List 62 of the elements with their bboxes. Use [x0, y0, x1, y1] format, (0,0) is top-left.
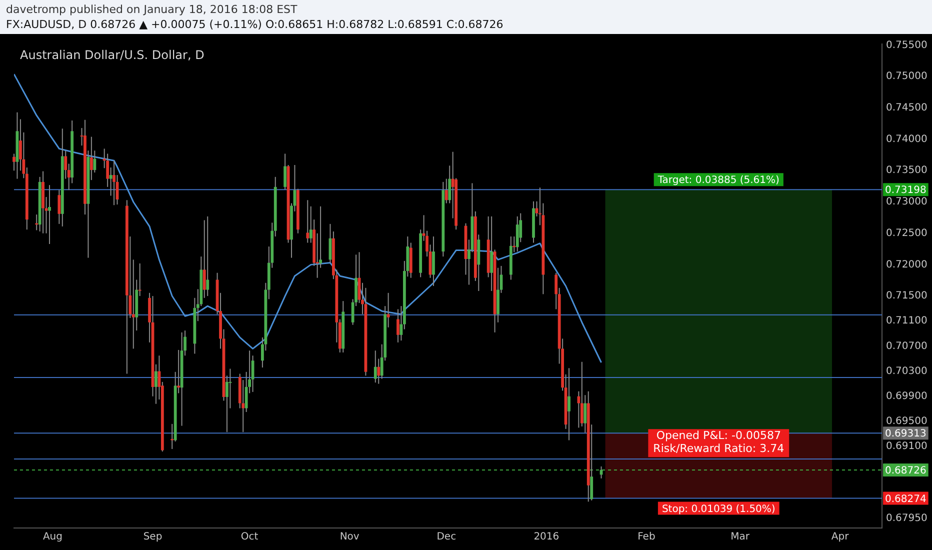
y-tick-label: 0.70700 [886, 340, 928, 352]
chart-subtitle: FX:AUDUSD, D 0.68726 ▲ +0.00075 (+0.11%) O:0.68651 H:0.68782 L:0.68591 C:0.68726 [6, 17, 504, 32]
annotation: Opened P&L: -0.00587 [656, 429, 781, 442]
x-tick-label: Aug [42, 532, 62, 543]
y-tick-label: 0.72000 [886, 259, 928, 270]
y-tick-label: 0.70300 [886, 366, 928, 377]
band-label: Target: 0.03885 (5.61%) [656, 175, 780, 186]
x-tick-label: Sep [143, 532, 162, 543]
candlestick [568, 368, 570, 441]
y-tick-label: 0.67950 [886, 513, 928, 524]
candlestick [12, 153, 16, 172]
x-tick-label: 2016 [534, 532, 560, 543]
y-tick-label: 0.72500 [886, 228, 928, 239]
candlestick [154, 364, 158, 404]
candlestick [93, 150, 96, 174]
candlestick [374, 350, 377, 384]
candlestick [444, 178, 448, 204]
band-label: Stop: 0.01039 (1.50%) [662, 504, 776, 515]
candlestick [206, 216, 210, 297]
candlestick [177, 349, 180, 394]
x-tick-label: Mar [730, 532, 750, 543]
candlestick [377, 358, 380, 384]
ref-line-label: 0.73198 [885, 185, 926, 196]
candlestick [432, 236, 435, 286]
y-tick-label: 0.73000 [886, 196, 928, 208]
candlestick [306, 200, 310, 244]
candlestick [202, 220, 206, 298]
candlestick [58, 190, 61, 224]
candlestick [90, 136, 93, 181]
chart-title: Australian Dollar/U.S. Dollar, D [20, 48, 204, 62]
y-tick-label: 0.71500 [886, 290, 928, 302]
candlestick [490, 216, 494, 292]
candlestick [580, 361, 584, 427]
ref-line-label: 0.69313 [885, 428, 926, 440]
candlestick [48, 184, 51, 244]
y-tick-label: 0.69500 [886, 416, 928, 428]
candlestick [284, 153, 286, 190]
y-tick-label: 0.75000 [886, 71, 928, 82]
candlestick [109, 167, 112, 196]
y-tick-label: 0.74500 [886, 102, 928, 114]
x-tick-label: Apr [831, 532, 850, 543]
candlestick [516, 216, 519, 252]
x-tick-label: Oct [240, 532, 258, 543]
x-tick-label: Dec [436, 532, 456, 543]
y-tick-label: 0.73500 [886, 165, 928, 176]
y-tick-label: 0.69100 [886, 441, 928, 452]
candlestick [228, 368, 232, 409]
y-tick-label: 0.75500 [886, 40, 928, 51]
candlestick [396, 308, 400, 343]
x-tick-label: Feb [638, 532, 656, 543]
text: davetromp published on January 18, 2016 18:08 EST [6, 2, 298, 17]
ref-line-label: 0.68274 [885, 494, 926, 505]
candlestick [138, 262, 142, 297]
annotation: Risk/Reward Ratio: 3.74 [653, 442, 784, 456]
y-tick-label: 0.71100 [886, 316, 928, 327]
x-tick-label: Nov [340, 532, 360, 543]
ref-line-label: 0.68726 [885, 466, 926, 477]
candlestick [386, 292, 390, 328]
y-tick-label: 0.74000 [886, 134, 928, 145]
y-tick-label: 0.69900 [886, 390, 928, 402]
candlestick [112, 160, 116, 206]
candlestick [584, 394, 587, 434]
